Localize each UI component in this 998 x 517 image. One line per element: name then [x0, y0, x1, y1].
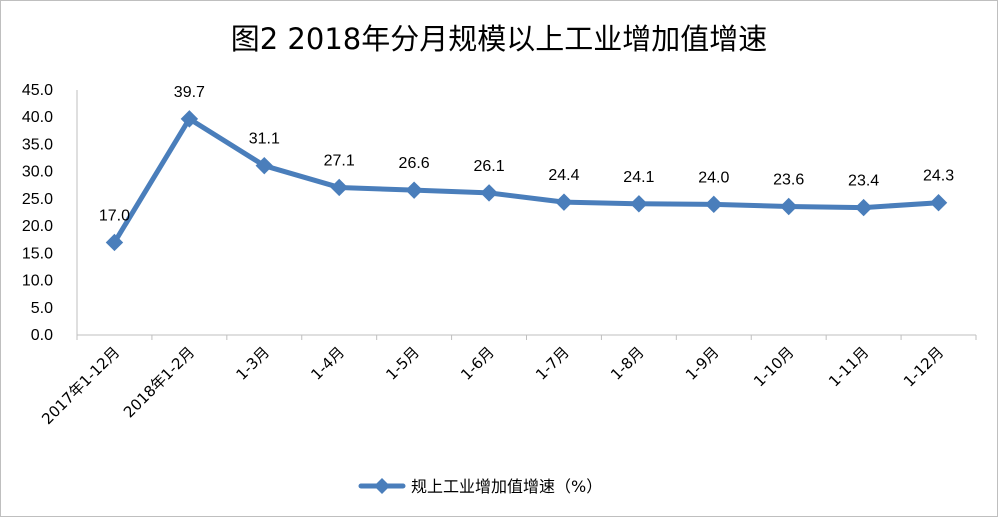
data-label: 24.4: [548, 167, 579, 184]
data-label: 27.1: [324, 152, 355, 169]
data-label: 26.6: [399, 155, 430, 172]
x-tick-label: 1-7月: [532, 343, 573, 384]
plot-area: 17.0 39.7 31.1 27.1 26.6 26.1 24.4 24.1 24.0 23.6…: [99, 84, 954, 252]
x-tick-label: 1-6月: [457, 343, 498, 384]
x-tick-label: 1-5月: [382, 343, 423, 384]
data-label: 17.0: [99, 207, 130, 224]
x-tick-label: 1-8月: [607, 343, 648, 384]
x-tick-label: 1-11月: [825, 343, 872, 390]
x-tick-label: 1-10月: [750, 343, 797, 390]
y-tick-label: 30.0: [22, 164, 53, 181]
data-point-marker: [405, 181, 423, 199]
x-tick-label: 1-4月: [307, 343, 348, 384]
legend: 规上工业增加值增速（%）: [358, 477, 602, 496]
data-point-marker: [255, 156, 273, 175]
x-tick-label: 1-9月: [682, 343, 723, 384]
y-tick-label: 20.0: [22, 218, 53, 235]
y-tick-label: 45.0: [22, 82, 53, 99]
y-tick-label: 25.0: [22, 191, 53, 208]
data-point-marker: [854, 198, 873, 217]
y-tick-label: 0.0: [31, 327, 53, 344]
data-label: 26.1: [473, 158, 504, 175]
data-point-marker: [180, 110, 199, 128]
legend-label: 规上工业增加值增速（%）: [411, 477, 602, 496]
y-tick-label: 5.0: [31, 300, 53, 317]
y-axis: 0.0 5.0 10.0 15.0 20.0 25.0 30.0 35.0 40.0 45.0: [22, 82, 78, 344]
data-point-marker: [480, 184, 498, 202]
data-label: 23.6: [773, 172, 804, 189]
data-label: 31.1: [249, 131, 280, 148]
series-line: [111, 116, 942, 245]
data-point-marker: [705, 195, 723, 214]
data-label: 24.3: [923, 168, 954, 185]
y-tick-label: 10.0: [22, 273, 53, 290]
data-label: 24.1: [623, 169, 654, 186]
legend-marker: [374, 478, 390, 494]
y-tick-label: 40.0: [22, 109, 53, 126]
data-point-marker: [630, 195, 648, 213]
data-point-marker: [330, 178, 348, 197]
chart-title: 图2 2018年分月规模以上工业增加值增速: [231, 22, 767, 56]
x-tick-label: 2017年1-12月: [38, 343, 123, 428]
y-tick-label: 15.0: [22, 245, 53, 262]
data-point-marker: [929, 193, 948, 212]
data-point-marker: [555, 193, 573, 211]
x-tick-label: 2018年1-2月: [120, 343, 198, 421]
data-point-marker: [105, 233, 124, 252]
x-tick-label: 1-12月: [900, 343, 947, 390]
data-label: 23.4: [848, 173, 879, 190]
data-point-marker: [780, 197, 798, 216]
x-tick-label: 1-3月: [232, 343, 273, 384]
data-label: 39.7: [174, 84, 205, 101]
data-label: 24.0: [698, 169, 729, 186]
y-tick-label: 35.0: [22, 136, 53, 153]
